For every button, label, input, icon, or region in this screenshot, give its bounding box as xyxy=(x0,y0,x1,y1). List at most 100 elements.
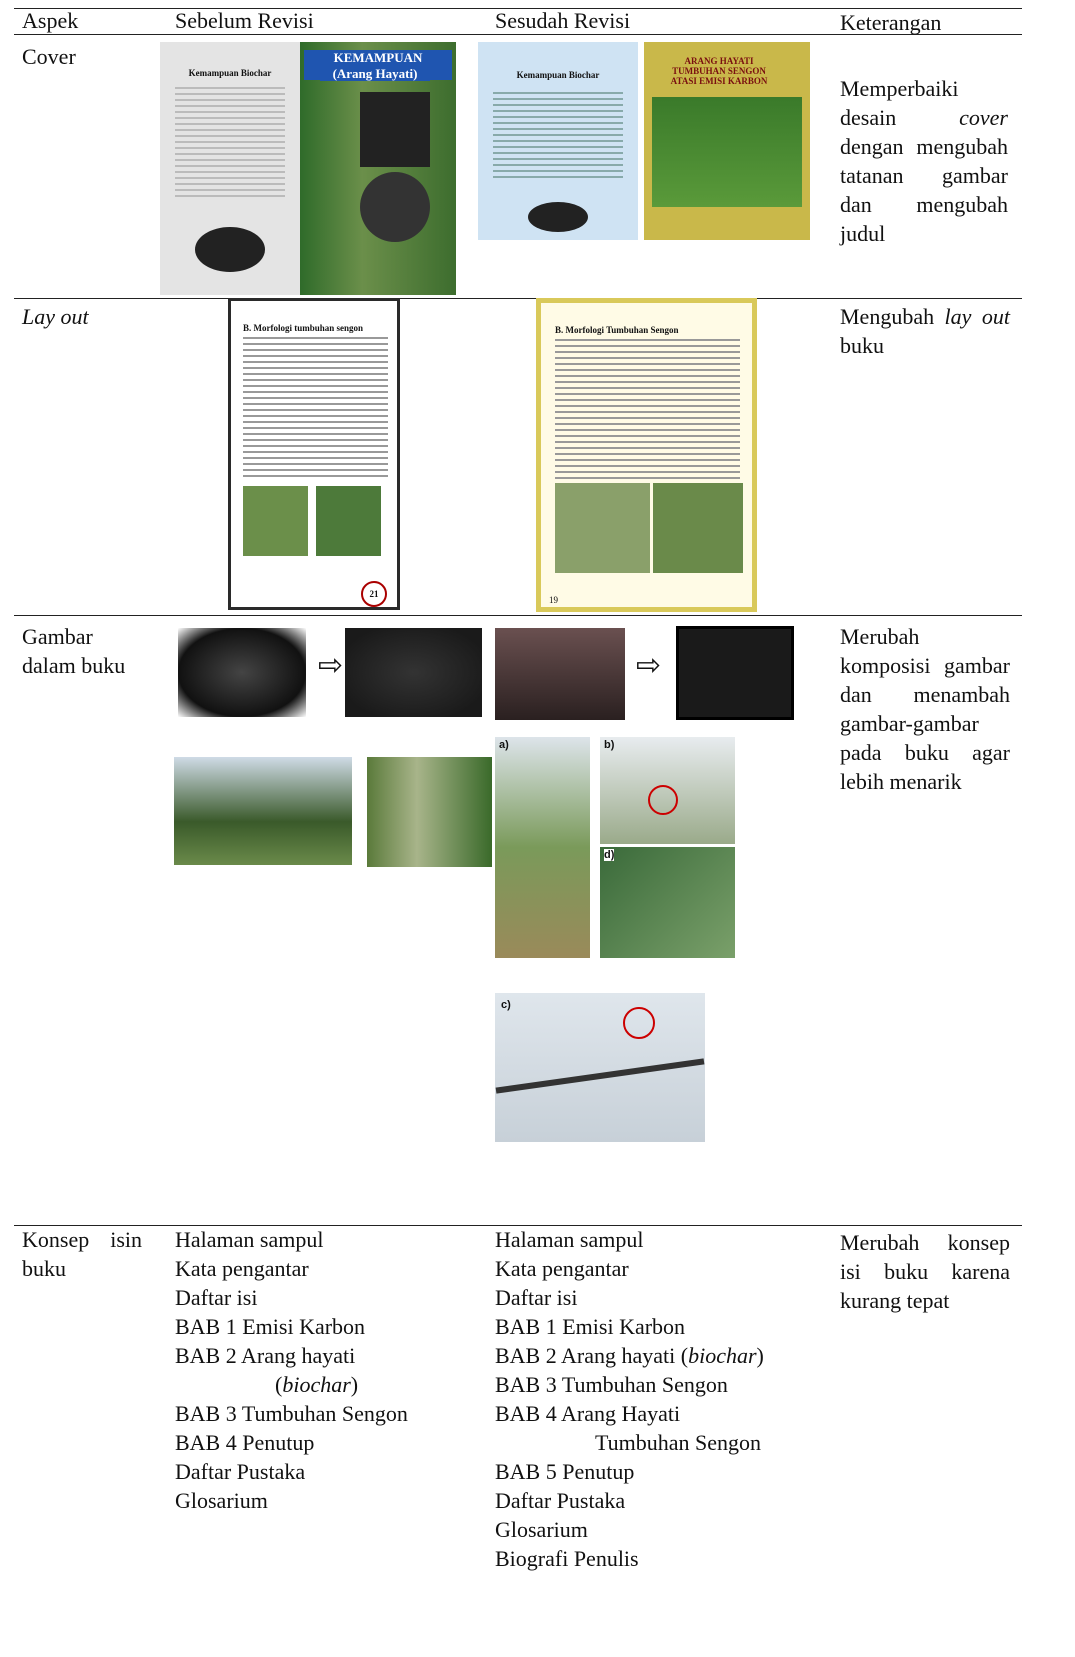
page-number: 21 xyxy=(361,581,387,607)
aspek: Cover xyxy=(22,44,76,69)
keterangan: Merubah komposisi gambar dan menambah ga… xyxy=(840,622,1010,796)
aspek: Konsep isin buku xyxy=(22,1227,142,1281)
rule xyxy=(14,1225,1022,1226)
header-cell: Aspek xyxy=(22,8,79,33)
layout-before: B. Morfologi tumbuhan sengon 21 xyxy=(228,298,400,610)
photo-tree xyxy=(174,757,352,865)
list-item: Daftar Pustaka xyxy=(495,1488,626,1513)
rule xyxy=(14,298,1022,299)
text-segment: Memperbaiki desain xyxy=(840,76,960,130)
photo-powder xyxy=(345,628,482,717)
text-block xyxy=(555,339,740,479)
cover-before-left: Kemampuan Biochar xyxy=(160,42,300,295)
text-segment: lay out xyxy=(944,304,1010,329)
list-item: BAB 1 Emisi Karbon xyxy=(175,1314,366,1339)
cover-after-left: Kemampuan Biochar xyxy=(478,42,638,240)
list-item: BAB 4 Arang Hayati xyxy=(495,1401,681,1426)
plants xyxy=(652,97,802,207)
text-segment: dengan mengubah tatanan gambar dan mengu… xyxy=(840,134,1008,246)
rule xyxy=(14,615,1022,616)
header-cell: Keterangan xyxy=(840,10,942,35)
image-text: ARANG HAYATI TUMBUHAN SENGON ATASI EMISI… xyxy=(670,56,768,86)
list-item: Daftar isi xyxy=(175,1285,258,1310)
rule xyxy=(14,34,1022,35)
list-item: Glosarium xyxy=(495,1517,588,1542)
list-item: BAB 3 Tumbuhan Sengon xyxy=(495,1372,728,1397)
content-list: Halaman sampul Kata pengantar Daftar isi BA… xyxy=(495,1225,764,1573)
image-text: B. Morfologi Tumbuhan Sengon xyxy=(555,325,679,335)
photo-tree xyxy=(367,757,492,867)
text-segment: biochar xyxy=(282,1372,351,1397)
text-block xyxy=(243,337,388,477)
image-text: Kemampuan Biochar xyxy=(188,68,272,78)
charcoal xyxy=(360,92,430,167)
circle xyxy=(623,1007,655,1039)
list-item: Biografi Penulis xyxy=(495,1546,639,1571)
header-cell: Sebelum Revisi xyxy=(175,8,314,33)
image-text: Kemampuan Biochar xyxy=(516,70,600,80)
charcoal xyxy=(360,172,430,242)
list-item: Halaman sampul xyxy=(175,1227,324,1252)
keterangan: Merubah konsep isi buku karena kurang te… xyxy=(840,1228,1010,1315)
arrow: ⇨ xyxy=(636,648,662,683)
text-segment: ) xyxy=(756,1343,764,1368)
list-item: Daftar Pustaka xyxy=(175,1459,306,1484)
text-segment: ( xyxy=(275,1372,283,1397)
list-item: BAB 3 Tumbuhan Sengon xyxy=(175,1401,408,1426)
figure-label: d) xyxy=(604,849,615,861)
figure-label: a) xyxy=(499,739,509,751)
cover-before-right: KEMAMPUAN BIOCHAR (Arang Hayati) xyxy=(300,42,456,295)
text-segment: biochar xyxy=(688,1343,757,1368)
text-block xyxy=(175,87,285,197)
text-block xyxy=(493,92,623,182)
list-item: BAB 5 Penutup xyxy=(495,1459,635,1484)
list-item: Halaman sampul xyxy=(495,1227,644,1252)
list-item: BAB 2 Arang hayati (biochar) xyxy=(495,1341,764,1370)
list-item: BAB 1 Emisi Karbon xyxy=(495,1314,686,1339)
photo-charcoal xyxy=(178,628,306,717)
photo-charcoal xyxy=(495,628,625,720)
photo xyxy=(555,483,650,573)
keterangan: Mengubah lay out buku xyxy=(840,302,1010,360)
keterangan: Memperbaiki desain cover dengan mengubah… xyxy=(840,74,1008,248)
aspek: Gambar dalam buku xyxy=(22,624,126,678)
header-cell: Sesudah Revisi xyxy=(495,8,631,33)
text-segment: buku xyxy=(840,333,884,358)
photo xyxy=(243,486,308,556)
aspek: Lay out xyxy=(22,304,89,329)
image-text: B. Morfologi tumbuhan sengon xyxy=(243,323,364,333)
list-item: Tumbuhan Sengon xyxy=(595,1430,762,1455)
list-item: Kata pengantar xyxy=(495,1256,629,1281)
charcoal xyxy=(195,227,265,272)
figure-label: c) xyxy=(501,999,511,1011)
charcoal xyxy=(528,202,588,232)
circle xyxy=(648,785,678,815)
text-segment: BAB 2 Arang hayati ( xyxy=(495,1343,689,1368)
image-text: (Arang Hayati) xyxy=(320,66,430,81)
photo-d: d) xyxy=(600,847,735,958)
photo-a: a) xyxy=(495,737,590,958)
text-segment: Mengubah xyxy=(840,304,945,329)
photo-powder xyxy=(676,626,794,720)
page-number: 19 xyxy=(549,595,558,605)
text-segment: cover xyxy=(959,105,1008,130)
text-segment: ) xyxy=(350,1372,359,1397)
content-list: Halaman sampul Kata pengantar Daftar isi BA… xyxy=(175,1225,408,1515)
list-item: Glosarium xyxy=(175,1488,268,1513)
list-item: BAB 4 Penutup xyxy=(175,1430,315,1455)
layout-after: B. Morfologi Tumbuhan Sengon 19 xyxy=(536,298,757,612)
arrow: ⇨ xyxy=(318,648,344,683)
text-segment: Merubah komposisi gambar dan menambah ga… xyxy=(840,624,1010,794)
photo xyxy=(653,483,743,573)
text-segment: Merubah konsep isi buku karena kurang te… xyxy=(840,1230,1010,1313)
photo xyxy=(316,486,381,556)
list-item: (biochar) xyxy=(175,1370,408,1399)
figure-label: b) xyxy=(604,739,615,751)
list-item: Kata pengantar xyxy=(175,1256,309,1281)
branch xyxy=(495,1058,705,1094)
cover-after-right: ARANG HAYATI TUMBUHAN SENGON ATASI EMISI… xyxy=(644,42,810,240)
photo-b: b) xyxy=(600,737,735,844)
rule xyxy=(14,8,1022,9)
photo-c: c) xyxy=(495,993,705,1142)
